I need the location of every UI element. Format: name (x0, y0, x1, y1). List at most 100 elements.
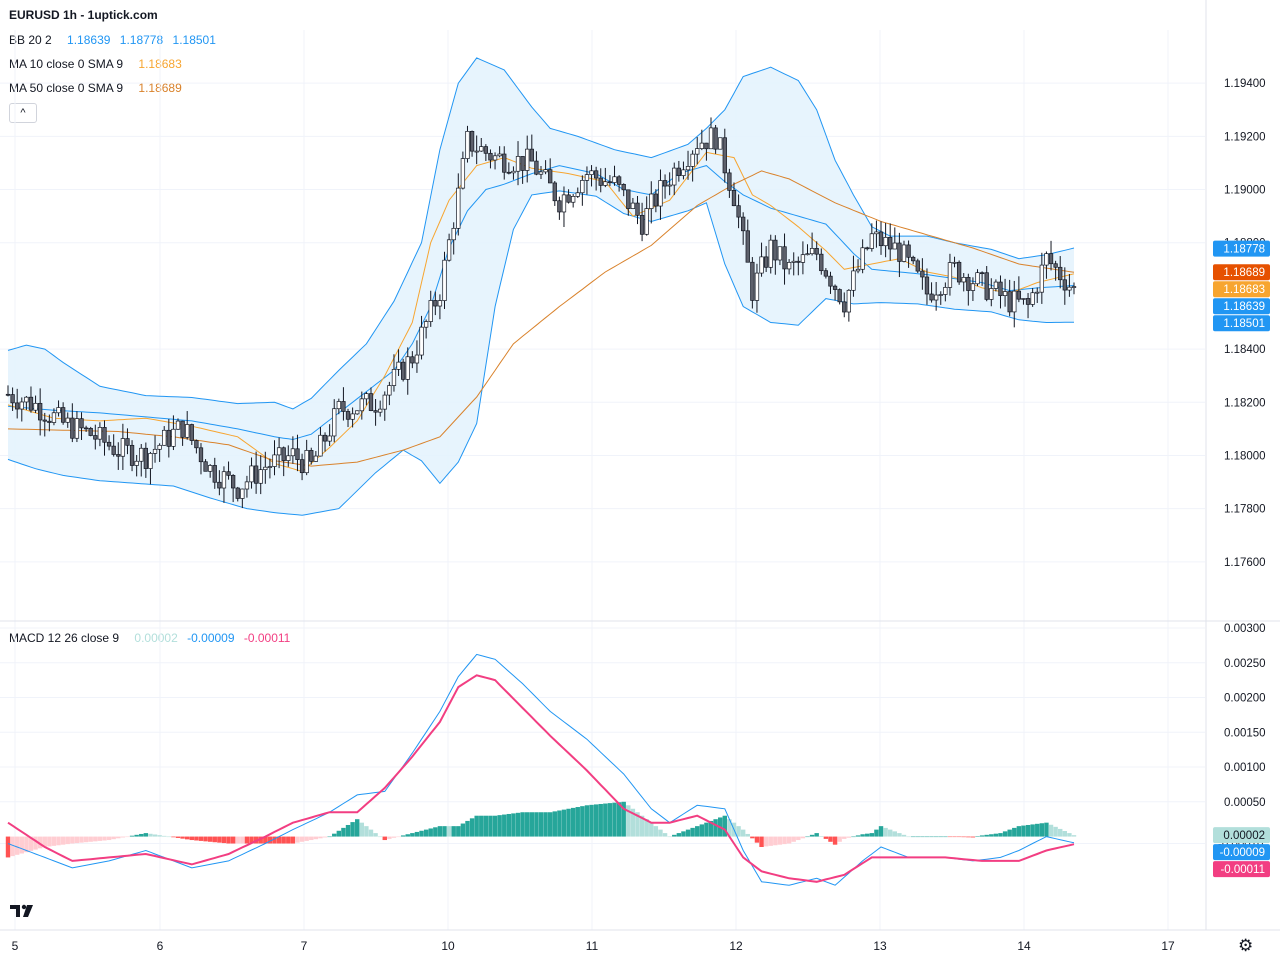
candle (704, 142, 709, 161)
price-tick-label: 1.19200 (1224, 131, 1266, 143)
candle (88, 426, 93, 437)
candle-body (782, 246, 787, 270)
candle-body (212, 465, 217, 483)
time-tick-label: 13 (873, 939, 887, 953)
candle (1025, 293, 1031, 319)
price-badge-bg (1213, 281, 1270, 298)
macd-hist-bar (442, 826, 447, 837)
candle (736, 194, 741, 229)
macd-hist-bar (474, 815, 479, 837)
candle (1067, 274, 1072, 297)
candle (10, 387, 15, 411)
macd-hist-bar (910, 836, 916, 838)
macd-value: -0.00009 (187, 631, 235, 645)
macd-hist-bar (851, 836, 856, 838)
gear-icon[interactable]: ⚙ (1238, 936, 1254, 955)
candles (5, 117, 1077, 509)
macd-hist-bar (681, 831, 686, 837)
collapse-legend-button[interactable]: ^ (9, 103, 37, 123)
candle (718, 137, 723, 150)
candle-body (639, 214, 645, 235)
macd-hist-bar (194, 836, 199, 841)
candle (322, 432, 328, 452)
price-badge-text: 1.18501 (1223, 318, 1265, 330)
candle-body (543, 169, 548, 173)
candle-body (244, 481, 250, 490)
candle (1058, 256, 1063, 289)
macd-hist-bar (658, 829, 663, 837)
candle (607, 175, 613, 187)
macd-hist-bar (561, 809, 567, 837)
candle-body (768, 239, 773, 268)
candle (488, 149, 493, 169)
candle-body (437, 300, 443, 307)
candle-body (607, 181, 613, 184)
candle-body (10, 394, 15, 404)
candle (911, 255, 916, 265)
candle-body (139, 447, 144, 462)
candle (327, 424, 332, 446)
candle-body (1035, 291, 1040, 294)
candle (589, 165, 594, 187)
macd-hist-bar (157, 835, 162, 837)
macd-hist-bar (874, 829, 879, 837)
candle-body (736, 205, 741, 218)
candle-body (998, 281, 1003, 296)
candle (299, 453, 305, 481)
candle (226, 461, 231, 480)
candle-body (947, 262, 953, 288)
time-tick-label: 5 (12, 939, 19, 953)
macd-hist-bar (1062, 831, 1068, 837)
candle-body (387, 385, 392, 396)
candle-body (272, 454, 277, 467)
macd-hist-bar (116, 836, 121, 839)
candle-body (685, 166, 691, 171)
candle (350, 407, 355, 428)
candle-body (548, 169, 553, 184)
candle (414, 340, 420, 373)
macd-hist-bar (915, 836, 920, 838)
candle (235, 486, 240, 502)
price-badge-bg (1213, 298, 1270, 315)
candle (534, 151, 539, 176)
macd-hist-bar (14, 836, 20, 855)
candle (240, 488, 245, 509)
candle-body (695, 148, 700, 155)
candle-body (1044, 253, 1049, 266)
candle-body (929, 293, 934, 301)
macd-hist-bar (713, 819, 718, 837)
candle-body (681, 169, 686, 176)
macd-tick-label: 0.00050 (1224, 797, 1266, 809)
macd-hist-bar (129, 835, 135, 837)
macd-hist-bar (699, 824, 705, 837)
candle-body (874, 231, 879, 235)
macd-hist-bar (139, 833, 144, 837)
chart-title: EURUSD 1h - 1uptick.com (9, 8, 158, 22)
candle (690, 150, 695, 182)
candle (685, 150, 691, 180)
macd-badge-bg (1213, 861, 1270, 878)
macd-hist-bar (970, 836, 976, 838)
bb-upper-value: 1.18778 (119, 33, 164, 47)
candle-body (791, 260, 796, 263)
macd-hist-bar (102, 836, 107, 841)
price-tick-label: 1.17600 (1224, 557, 1266, 569)
macd-hist-bar (897, 833, 902, 837)
candle (125, 428, 130, 455)
macd-hist-bar (952, 836, 957, 838)
candle (456, 173, 461, 236)
candle-body (575, 192, 580, 197)
candle (230, 474, 236, 503)
macd-hist-bar (65, 836, 70, 845)
macd-hist-bar (120, 836, 126, 838)
macd-hist-bar (111, 836, 116, 840)
candle-body (561, 194, 567, 213)
candle-body (777, 246, 783, 261)
macd-hist-bar (88, 836, 93, 842)
candle-body (60, 407, 66, 423)
candle (359, 391, 364, 420)
candle-body (428, 300, 433, 322)
candle (741, 212, 746, 245)
candle-body (208, 465, 213, 472)
